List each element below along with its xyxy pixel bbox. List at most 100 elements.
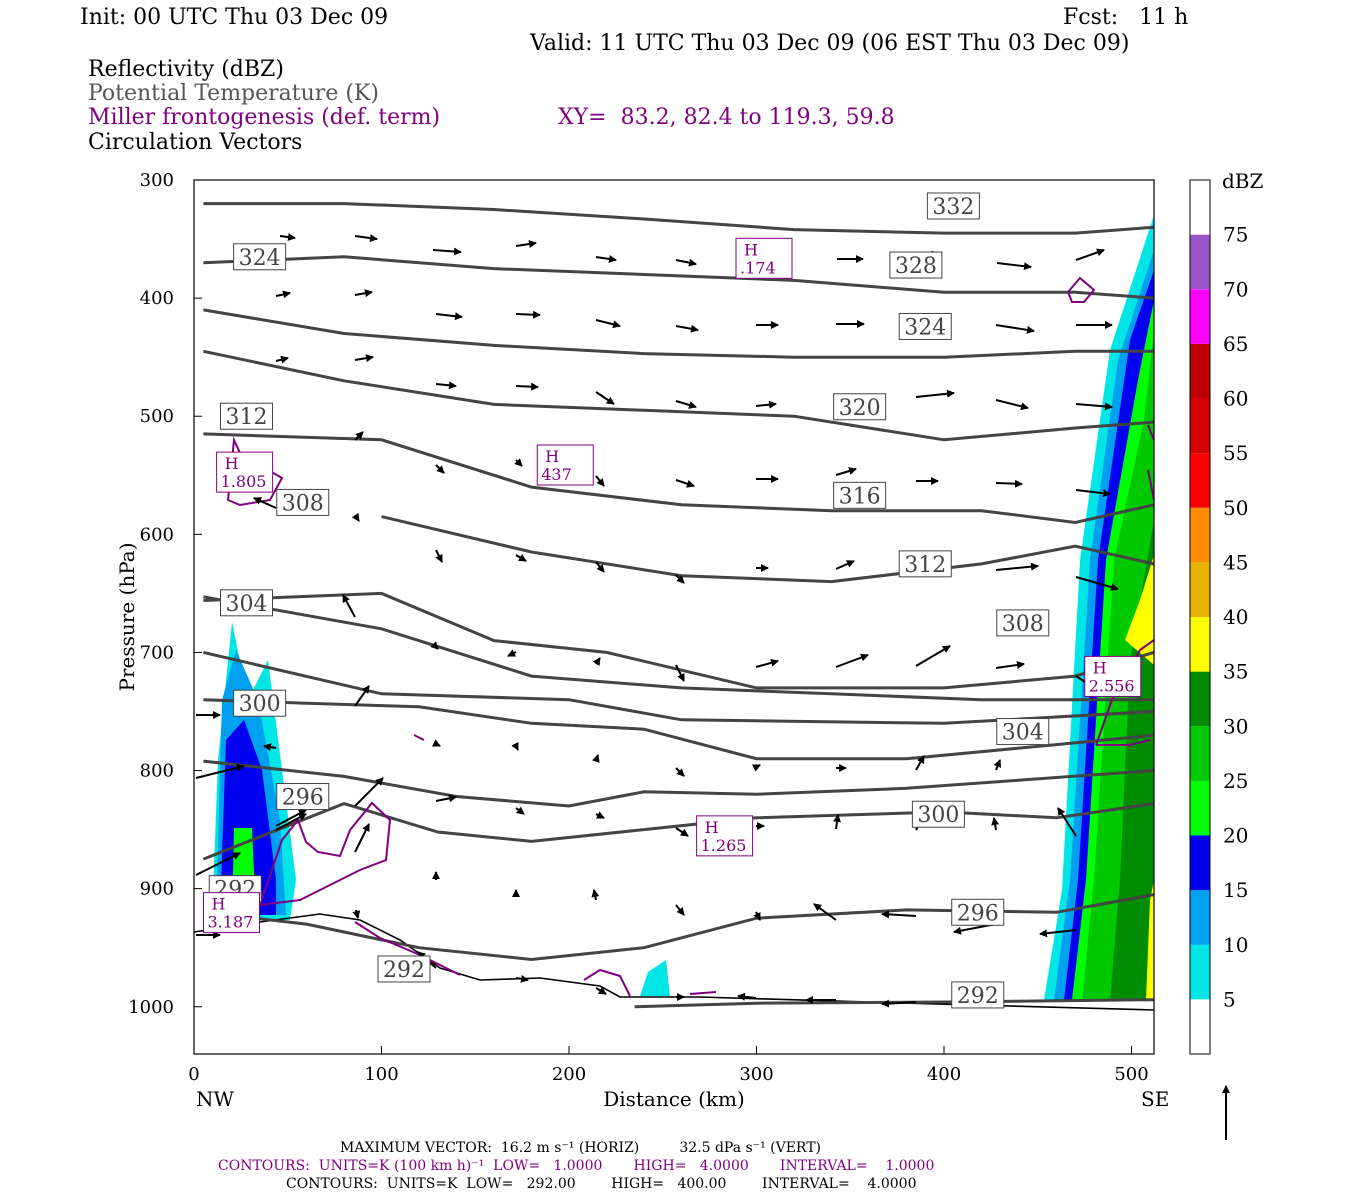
x-tick-label-1: 100	[364, 1064, 398, 1085]
vector-11	[275, 290, 291, 299]
valid-time: Valid: 11 UTC Thu 03 Dec 09 (06 EST Thu …	[530, 31, 1130, 56]
vector-scale-key	[1222, 1085, 1230, 1140]
vector-89	[354, 823, 370, 853]
colorbar-swatch-9	[1190, 507, 1210, 563]
vector-37	[675, 479, 695, 488]
svg-text:H: H	[225, 454, 239, 473]
vector-15	[595, 319, 621, 329]
fg-max-0: H.174	[735, 237, 793, 279]
vector-16	[675, 324, 699, 333]
frontogenesis-contours	[226, 276, 1154, 997]
svg-text:320: 320	[839, 396, 881, 421]
theta-label-11: 300	[233, 689, 287, 717]
theta-labels: 332 324 328 324 312 320 308 316 312 304 308 300 304 2…	[208, 192, 1050, 1009]
vector-85	[991, 817, 1000, 831]
svg-text:308: 308	[282, 491, 324, 516]
colorbar-swatch-12	[1190, 343, 1210, 399]
vector-52	[995, 562, 1039, 571]
field-frontogenesis: Miller frontogenesis (def. term)	[88, 105, 441, 130]
svg-text:H: H	[545, 447, 559, 466]
vector-55	[430, 641, 439, 650]
refl-5-small	[640, 960, 670, 996]
theta-contour-7	[203, 591, 1154, 690]
x-tick-label-3: 300	[739, 1064, 773, 1085]
theta-contour-9	[203, 432, 1154, 525]
colorbar-swatch-4	[1190, 780, 1210, 836]
colorbar-swatch-5	[1190, 726, 1210, 781]
vector-41	[995, 479, 1023, 488]
theta-label-4: 312	[220, 402, 273, 430]
theta-label-3: 324	[898, 312, 952, 340]
fg-contour-6	[583, 968, 717, 997]
vector-74	[993, 759, 1002, 771]
vector-47	[595, 561, 605, 573]
field-reflectivity: Reflectivity (dBZ)	[88, 57, 284, 82]
colorbar-swatch-11	[1190, 398, 1210, 454]
terrain-line	[194, 913, 1154, 1011]
dbz-colorbar: 5 10 15 20 25 30 35 40 45 50 55 60 65 70 75	[1189, 179, 1248, 1055]
vector-26	[595, 391, 615, 405]
svg-text:H: H	[705, 818, 719, 837]
vector-24	[435, 381, 457, 390]
vector-33	[354, 431, 364, 441]
fg-contour-7	[413, 734, 425, 741]
x-tick-label-0: 0	[188, 1064, 199, 1085]
svg-text:324: 324	[239, 246, 281, 271]
theta-label-17: 296	[951, 898, 1005, 926]
fg-max-5: H3.187	[203, 892, 260, 934]
colorbar-frame	[1189, 179, 1211, 1055]
svg-text:H: H	[212, 895, 226, 914]
vector-9	[996, 262, 1032, 271]
svg-text:328: 328	[895, 254, 937, 279]
svg-text:304: 304	[226, 592, 268, 617]
colorbar-level-20: 20	[1223, 824, 1248, 848]
svg-text:2.556: 2.556	[1089, 676, 1135, 695]
vector-86	[1057, 807, 1077, 837]
vector-102	[515, 974, 529, 983]
x-tick-label-4: 400	[927, 1064, 961, 1085]
colorbar-swatch-15	[1190, 180, 1210, 235]
svg-text:300: 300	[917, 803, 959, 828]
svg-text:300: 300	[239, 692, 281, 717]
vector-62	[995, 661, 1025, 669]
colorbar-level-30: 30	[1223, 714, 1248, 738]
vector-39	[835, 467, 857, 476]
terrain	[194, 913, 1154, 1011]
vector-77	[354, 777, 384, 807]
vector-95	[813, 903, 837, 921]
y-tick-label-4: 700	[140, 642, 174, 663]
colorbar-level-45: 45	[1223, 550, 1248, 574]
colorbar-level-40: 40	[1223, 605, 1248, 629]
theta-contour-10	[203, 349, 1154, 442]
vector-75	[195, 763, 245, 779]
endpoint-left: NW	[196, 1087, 235, 1111]
vector-68	[511, 741, 519, 751]
colorbar-level-5: 5	[1223, 987, 1236, 1011]
vector-45	[435, 549, 443, 563]
plot-frame	[193, 179, 1155, 1055]
theta-label-8: 312	[898, 550, 952, 578]
vector-25	[515, 382, 539, 391]
vector-71	[751, 764, 761, 772]
endpoint-right: SE	[1141, 1087, 1169, 1111]
theta-label-7: 316	[833, 481, 887, 509]
vector-53	[1075, 576, 1119, 591]
vector-70	[675, 767, 685, 777]
y-tick-label-0: 300	[140, 170, 174, 191]
y-tick-label-2: 500	[140, 406, 174, 427]
vector-10	[1075, 248, 1105, 261]
colorbar-swatch-7	[1190, 617, 1210, 672]
vector-83	[833, 814, 841, 830]
vector-92	[591, 889, 600, 901]
theta-contour-5	[203, 650, 1154, 725]
theta-label-14: 300	[911, 800, 965, 828]
vector-44	[351, 512, 360, 522]
svg-text:312: 312	[226, 405, 268, 430]
svg-text:H: H	[1093, 658, 1107, 677]
theta-label-0: 332	[926, 192, 980, 220]
circulation-vectors	[195, 233, 1119, 1008]
fg-max-4: H1.265	[696, 815, 754, 857]
colorbar-swatch-13	[1190, 289, 1210, 344]
vector-105	[737, 992, 757, 1001]
svg-text:1.805: 1.805	[221, 472, 267, 491]
